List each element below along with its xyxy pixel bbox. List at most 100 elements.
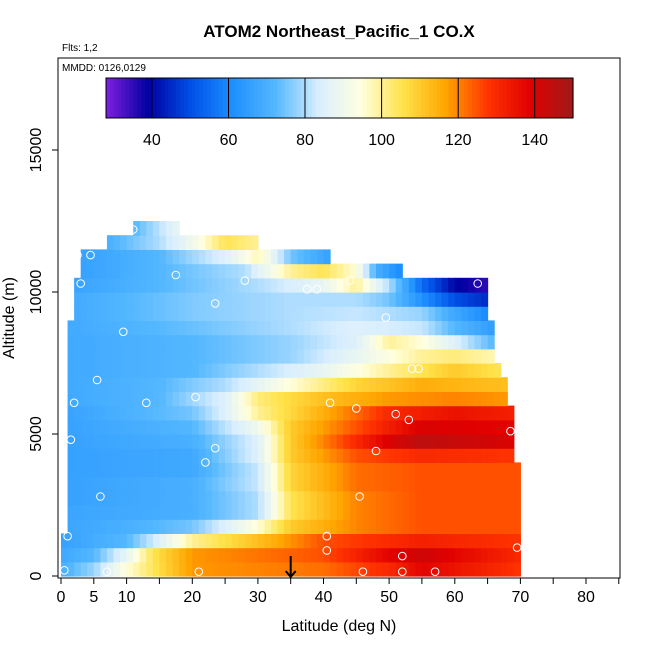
sample-point	[86, 250, 95, 260]
colorbar-segment	[390, 78, 395, 118]
heatmap-cell	[172, 306, 180, 321]
heatmap-cell	[100, 363, 108, 378]
heatmap-cell	[481, 533, 489, 549]
heatmap-cell	[362, 505, 371, 520]
heatmap-cell	[152, 363, 161, 378]
heatmap-cell	[139, 235, 147, 250]
heatmap-cell	[310, 448, 318, 463]
heatmap-cell	[467, 505, 476, 520]
heatmap-cell	[349, 547, 357, 563]
heatmap-cell	[218, 334, 226, 350]
heatmap-cell	[435, 490, 443, 506]
heatmap-cell	[185, 249, 193, 265]
heatmap-cell	[303, 462, 311, 478]
colorbar-segment	[300, 78, 306, 118]
heatmap-cell	[330, 419, 338, 435]
heatmap-cell	[500, 533, 508, 549]
heatmap-cell	[415, 547, 423, 563]
heatmap-cell	[310, 334, 318, 350]
heatmap-cell	[461, 405, 469, 421]
heatmap-cell	[290, 419, 298, 435]
heatmap-cell	[80, 434, 88, 449]
heatmap-cell	[271, 505, 279, 520]
heatmap-cell	[408, 533, 416, 549]
heatmap-cell	[251, 505, 259, 520]
heatmap-cell	[133, 519, 141, 534]
heatmap-cell	[80, 391, 88, 407]
heatmap-cell	[74, 434, 82, 449]
heatmap-cell	[323, 320, 331, 336]
x-tick-label: 5	[89, 589, 98, 606]
colorbar-tick-label: 40	[143, 132, 161, 149]
heatmap-cell	[336, 533, 344, 549]
heatmap-cell	[257, 448, 266, 463]
heatmap-cell	[211, 547, 220, 563]
heatmap-cell	[310, 249, 318, 265]
heatmap-cell	[74, 533, 82, 549]
heatmap-cell	[415, 334, 423, 350]
heatmap-cell	[310, 377, 318, 392]
heatmap-cell	[395, 377, 403, 392]
heatmap-cell	[454, 277, 462, 293]
heatmap-cell	[336, 334, 344, 350]
heatmap-cell	[211, 348, 220, 364]
heatmap-cell	[441, 561, 449, 577]
heatmap-cell	[225, 448, 233, 463]
heatmap-cell	[415, 277, 423, 293]
heatmap-cell	[435, 519, 443, 534]
heatmap-cell	[67, 363, 75, 378]
heatmap-cell	[126, 306, 134, 321]
heatmap-cell	[323, 505, 331, 520]
heatmap-cell	[198, 306, 206, 321]
heatmap-cell	[349, 462, 357, 478]
colorbar-segment	[230, 78, 236, 118]
heatmap-cell	[126, 320, 134, 336]
heatmap-cell	[225, 561, 233, 577]
heatmap-cell	[461, 561, 469, 577]
colorbar-segment	[129, 78, 134, 118]
colorbar-tick-lines	[151, 78, 536, 118]
heatmap-cell	[389, 334, 397, 350]
heatmap-cell	[297, 292, 305, 307]
heatmap-cell	[277, 490, 285, 506]
heatmap-cell	[133, 391, 141, 407]
heatmap-cell	[211, 533, 220, 549]
heatmap-cell	[198, 377, 206, 392]
heatmap-cell	[454, 377, 462, 392]
heatmap-cell	[323, 533, 331, 549]
heatmap-cell	[198, 561, 206, 577]
heatmap-cell	[323, 348, 331, 364]
heatmap-cell	[146, 519, 154, 534]
heatmap-cell	[172, 235, 180, 250]
heatmap-cell	[421, 434, 430, 449]
heatmap-cell	[211, 519, 220, 534]
heatmap-cell	[225, 263, 233, 279]
heatmap-cell	[93, 434, 101, 449]
heatmap-cell	[257, 476, 266, 492]
heatmap-cell	[481, 519, 489, 534]
heatmap-cell	[428, 533, 436, 549]
heatmap-cell	[408, 334, 416, 350]
heatmap-cell	[290, 519, 298, 534]
heatmap-cell	[356, 377, 364, 392]
heatmap-cell	[218, 320, 226, 336]
colorbar-segment	[526, 78, 531, 118]
heatmap-cell	[205, 292, 213, 307]
heatmap-cell	[133, 490, 141, 506]
heatmap-cell	[159, 377, 167, 392]
heatmap-cell	[310, 391, 318, 407]
heatmap-cell	[133, 561, 141, 577]
heatmap-cell	[343, 277, 351, 293]
heatmap-cell	[218, 306, 226, 321]
heatmap-cell	[415, 377, 423, 392]
heatmap-cell	[467, 306, 476, 321]
heatmap-cell	[185, 462, 193, 478]
heatmap-cell	[166, 476, 174, 492]
colorbar-segment	[331, 78, 337, 118]
heatmap-cell	[166, 363, 174, 378]
heatmap-cell	[428, 434, 436, 449]
heatmap-cell	[382, 547, 390, 563]
heatmap-cell	[106, 292, 115, 307]
heatmap-cell	[172, 434, 180, 449]
heatmap-cell	[448, 377, 456, 392]
